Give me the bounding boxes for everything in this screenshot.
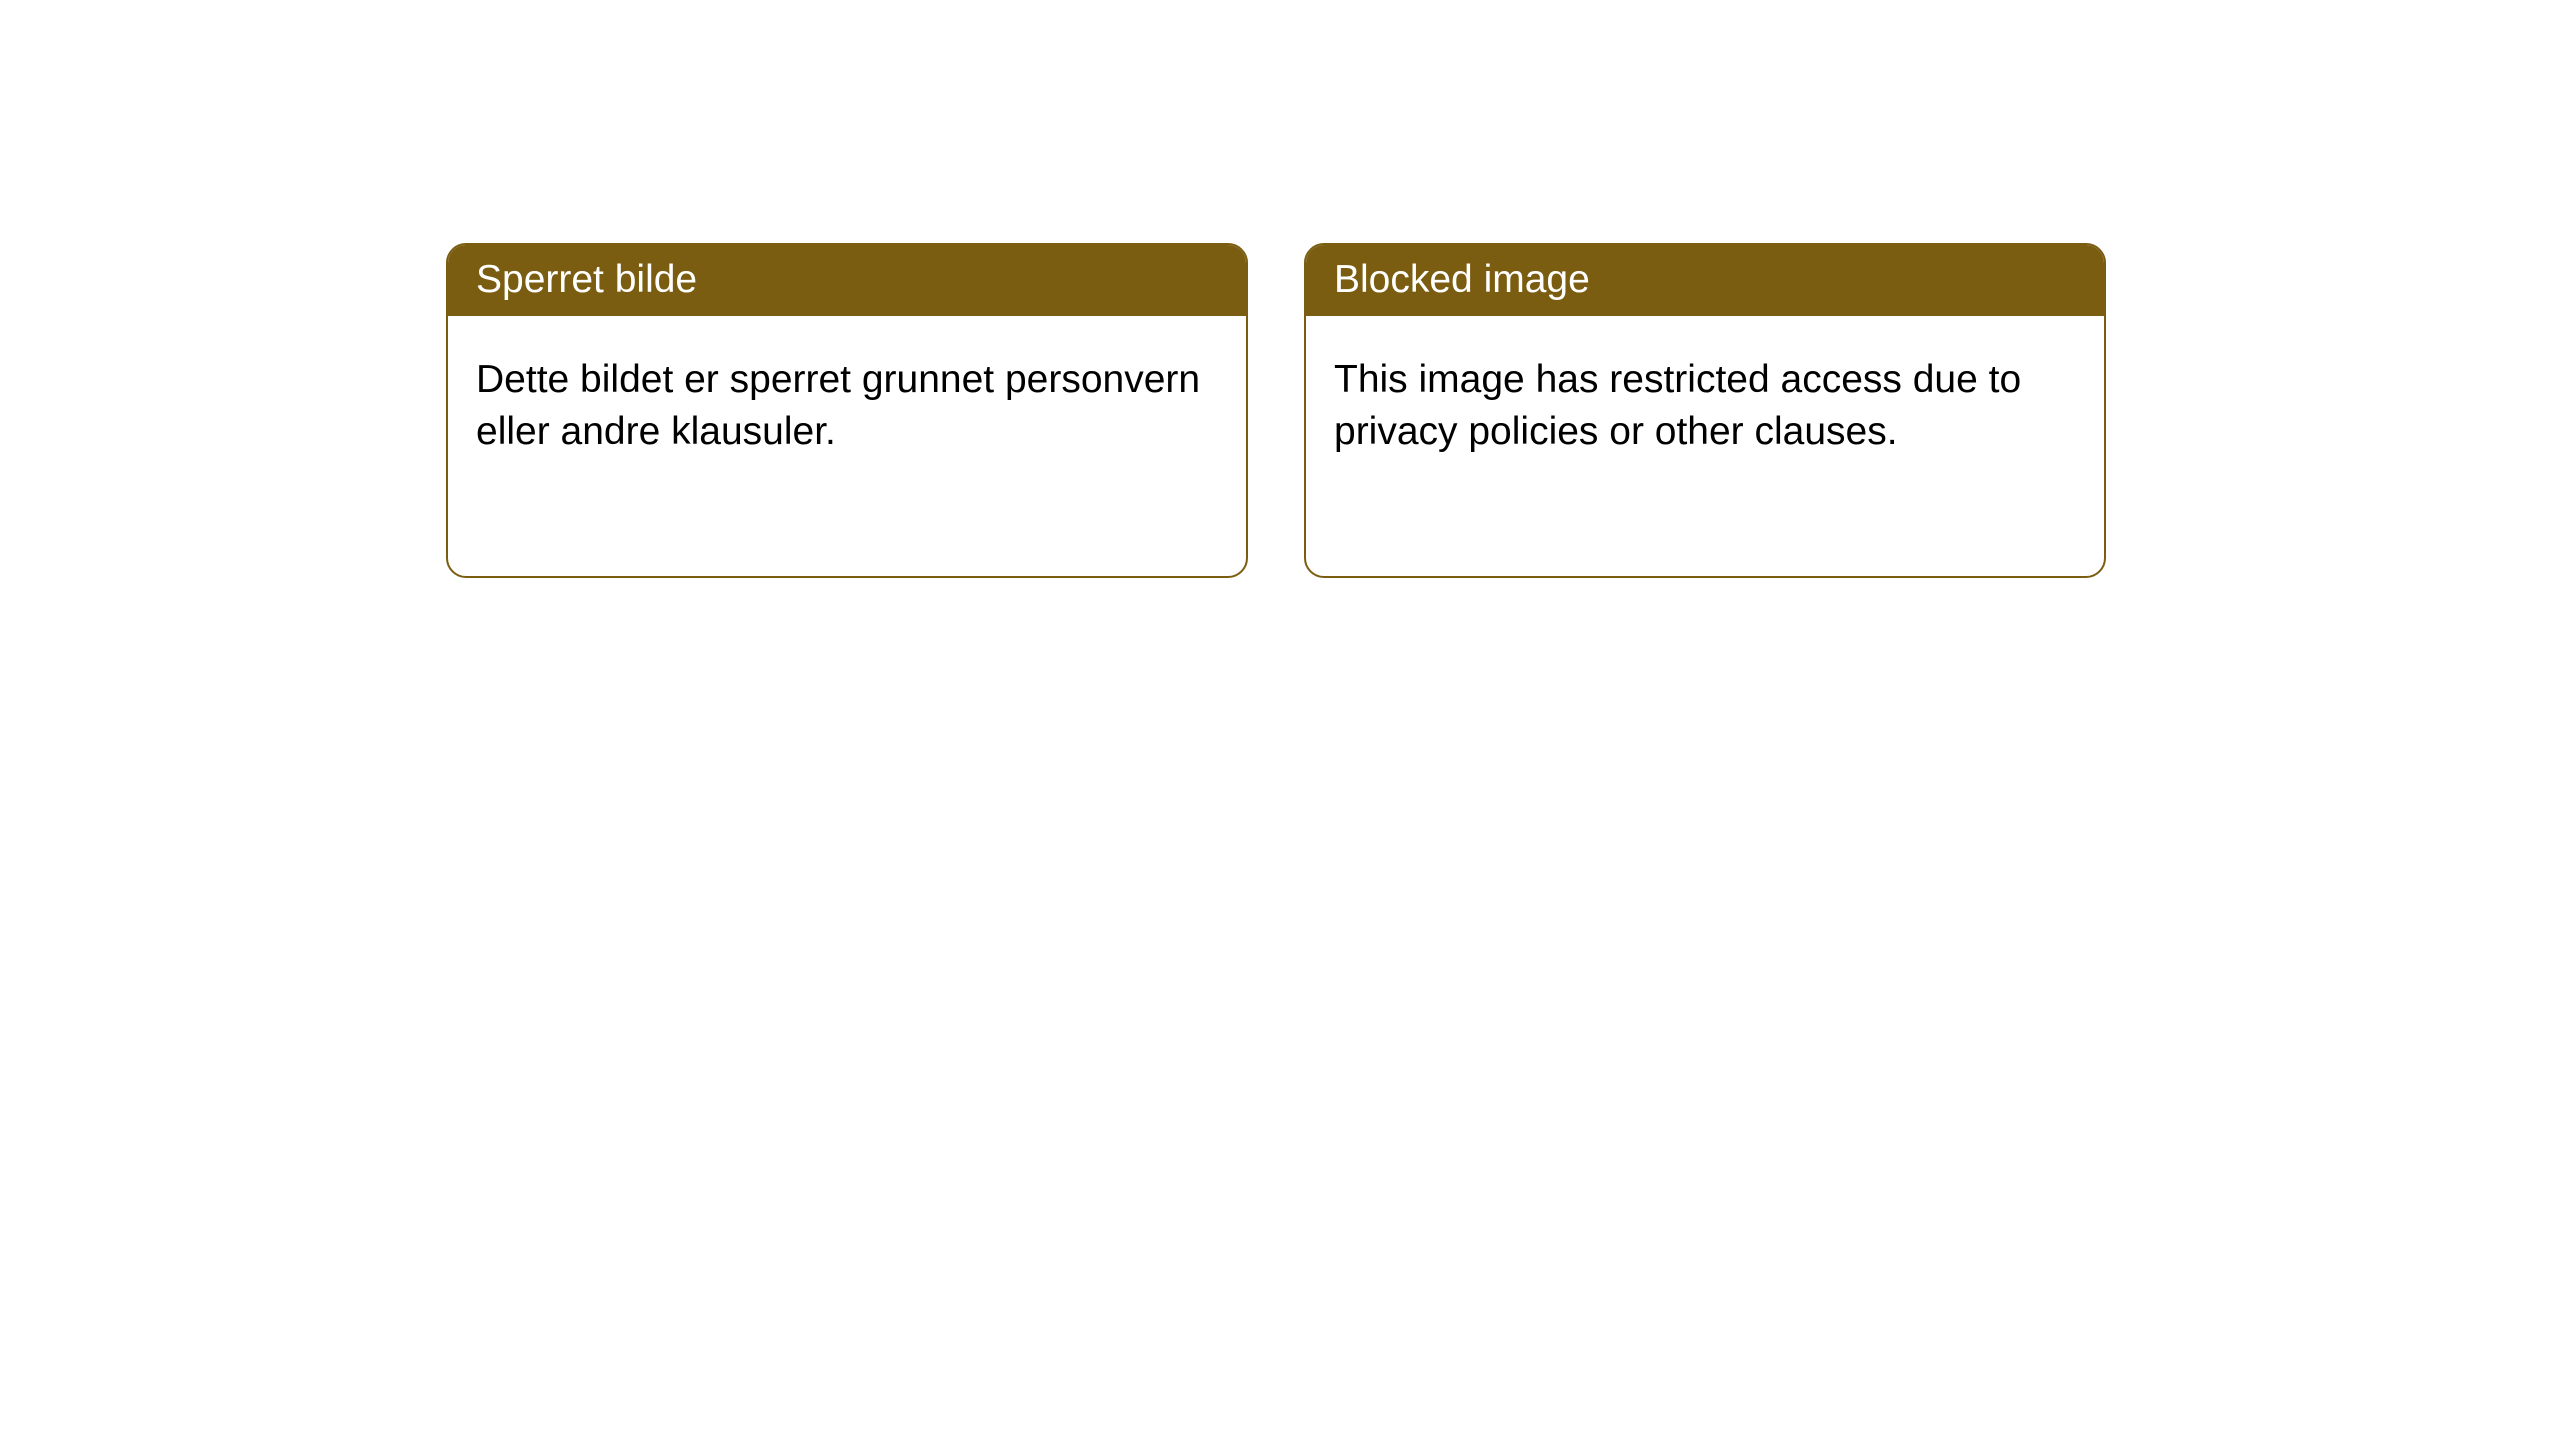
card-body-text: This image has restricted access due to … [1334,358,2021,454]
card-header: Blocked image [1306,245,2104,316]
card-body-text: Dette bildet er sperret grunnet personve… [476,358,1200,454]
notice-container: Sperret bilde Dette bildet er sperret gr… [446,243,2106,578]
card-title: Sperret bilde [476,258,697,301]
card-body: This image has restricted access due to … [1306,316,2104,497]
notice-card-english: Blocked image This image has restricted … [1304,243,2106,578]
card-header: Sperret bilde [448,245,1246,316]
card-title: Blocked image [1334,258,1590,301]
notice-card-norwegian: Sperret bilde Dette bildet er sperret gr… [446,243,1248,578]
card-body: Dette bildet er sperret grunnet personve… [448,316,1246,497]
